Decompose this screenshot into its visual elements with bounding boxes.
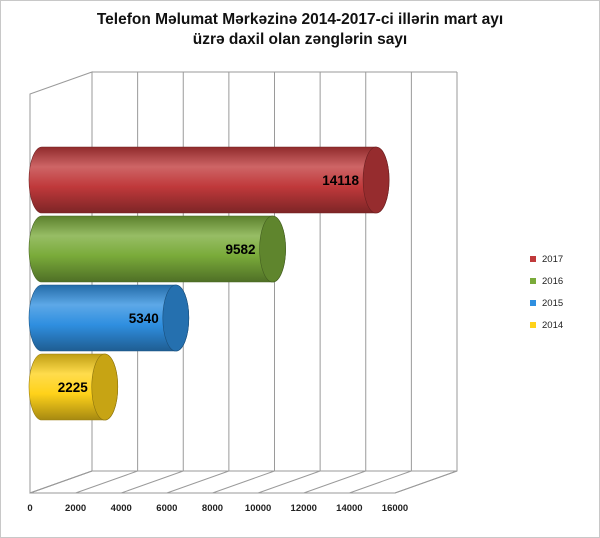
chart-title-line-1: Telefon Məlumat Mərkəzinə 2014-2017-ci i… (96, 11, 504, 28)
gridline (303, 72, 367, 494)
data-label-2017: 14118 (322, 173, 359, 188)
chart-title-line-2: üzrə daxil olan zənglərin sayı (192, 31, 408, 48)
data-label-2014: 2225 (58, 380, 89, 395)
legend-swatch-2014 (530, 322, 536, 328)
bar-end-cap (91, 353, 119, 421)
bar-end-cap (259, 215, 286, 283)
legend-swatch-2017 (530, 256, 536, 262)
gridline (75, 72, 139, 494)
legend-swatch-2016 (530, 278, 536, 284)
gridline (349, 72, 412, 494)
x-tick-label: 2000 (65, 503, 86, 514)
legend: 2017 2016 2015 2014 (530, 254, 563, 331)
legend-label-2014: 2014 (542, 320, 563, 331)
legend-label-2015: 2015 (542, 298, 563, 309)
gridline (394, 72, 458, 494)
gridline (166, 72, 230, 494)
bars (28, 146, 390, 421)
data-label-2015: 5340 (129, 311, 159, 326)
chart-title: Telefon Məlumat Mərkəzinə 2014-2017-ci i… (0, 10, 600, 50)
legend-label-2017: 2017 (542, 254, 563, 265)
x-tick-label: 16000 (382, 503, 408, 514)
bar-end-cap (362, 146, 390, 214)
chart-side-wall (29, 71, 93, 494)
x-axis-tick-labels: 0 2000 4000 6000 8000 10000 12000 14000 16000 (27, 503, 408, 514)
gridline (29, 72, 93, 494)
gridline (121, 72, 184, 494)
bar-2015 (28, 284, 190, 352)
bar-2014 (28, 353, 119, 421)
bar-end-cap (162, 284, 190, 352)
gridline (257, 72, 321, 494)
data-labels: 14118 9582 5340 2225 (58, 173, 360, 395)
x-tick-label: 6000 (156, 503, 177, 514)
x-tick-label: 10000 (245, 503, 271, 514)
x-tick-label: 14000 (336, 503, 362, 514)
x-tick-label: 4000 (111, 503, 132, 514)
gridlines (29, 72, 458, 494)
bar-2016 (28, 215, 286, 283)
data-label-2016: 9582 (226, 242, 256, 257)
x-tick-label: 12000 (291, 503, 317, 514)
chart-floor (29, 71, 458, 494)
bar-2017 (28, 146, 390, 214)
x-tick-label: 0 (27, 503, 32, 514)
gridline (212, 72, 275, 494)
legend-label-2016: 2016 (542, 276, 563, 287)
x-tick-label: 8000 (202, 503, 223, 514)
legend-swatch-2015 (530, 300, 536, 306)
